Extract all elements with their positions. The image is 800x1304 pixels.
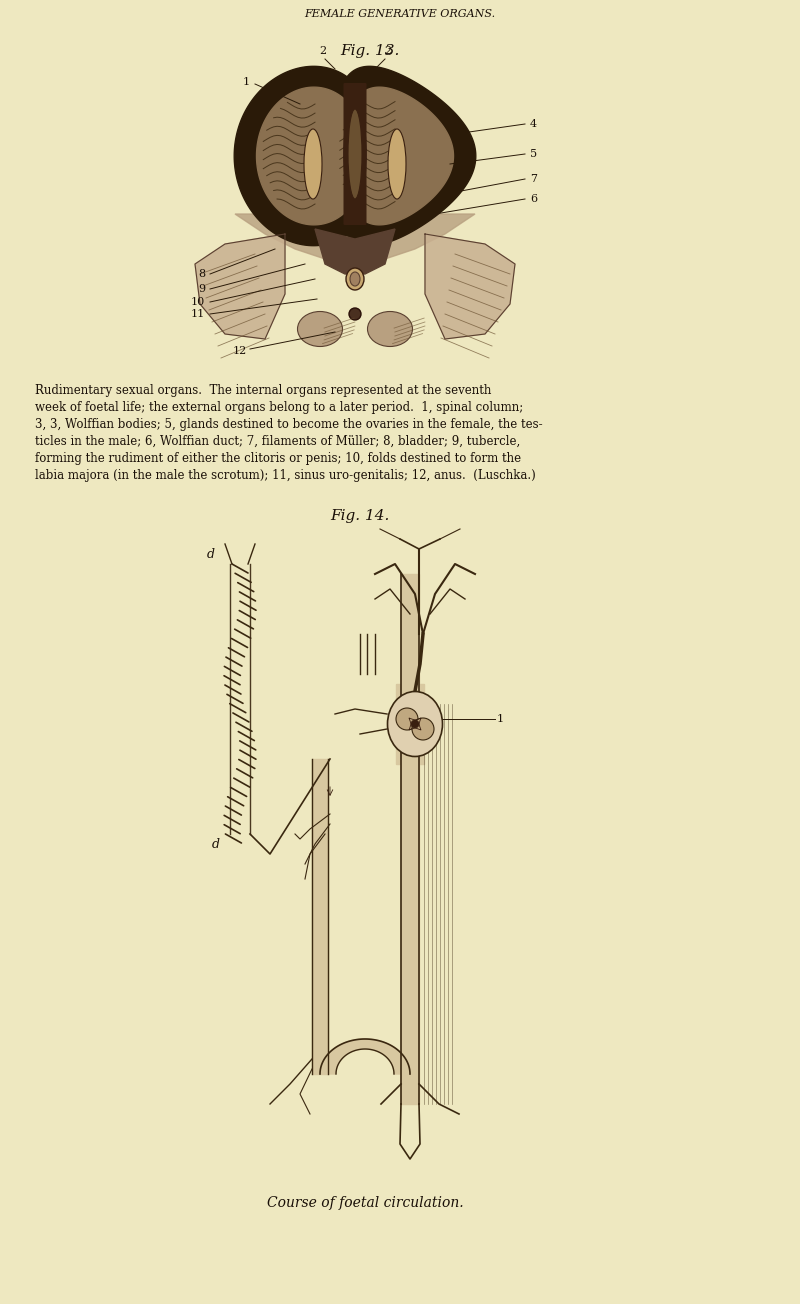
- Text: 4: 4: [530, 119, 537, 129]
- Polygon shape: [315, 230, 395, 274]
- Polygon shape: [257, 87, 366, 224]
- Text: 9: 9: [198, 284, 205, 293]
- Text: 6: 6: [530, 194, 537, 203]
- Text: 7: 7: [530, 173, 537, 184]
- Polygon shape: [343, 87, 454, 224]
- Polygon shape: [425, 233, 515, 339]
- Ellipse shape: [412, 719, 434, 739]
- Text: d: d: [207, 548, 215, 561]
- Polygon shape: [401, 574, 419, 1104]
- Polygon shape: [235, 214, 475, 263]
- Text: Fig. 14.: Fig. 14.: [330, 509, 390, 523]
- FancyBboxPatch shape: [350, 83, 355, 226]
- FancyBboxPatch shape: [352, 83, 358, 226]
- Text: FEMALE GENERATIVE ORGANS.: FEMALE GENERATIVE ORGANS.: [305, 9, 495, 20]
- FancyBboxPatch shape: [347, 83, 353, 226]
- Text: week of foetal life; the external organs belong to a later period.  1, spinal co: week of foetal life; the external organs…: [35, 402, 523, 413]
- Ellipse shape: [411, 720, 419, 728]
- Polygon shape: [332, 67, 476, 245]
- Polygon shape: [320, 1039, 410, 1074]
- Text: 1: 1: [497, 715, 504, 724]
- Ellipse shape: [304, 129, 322, 200]
- Ellipse shape: [348, 110, 362, 200]
- Text: 2: 2: [319, 46, 326, 56]
- Text: forming the rudiment of either the clitoris or penis; 10, folds destined to form: forming the rudiment of either the clito…: [35, 452, 521, 466]
- Ellipse shape: [396, 708, 418, 730]
- Text: a: a: [319, 799, 325, 808]
- Text: 1: 1: [243, 77, 250, 87]
- Text: 11: 11: [190, 309, 205, 319]
- Text: Rudimentary sexual organs.  The internal organs represented at the seventh: Rudimentary sexual organs. The internal …: [35, 383, 491, 396]
- Polygon shape: [396, 685, 424, 764]
- Ellipse shape: [346, 269, 364, 289]
- Text: 5: 5: [530, 149, 537, 159]
- Ellipse shape: [367, 312, 413, 347]
- Text: 10: 10: [190, 297, 205, 306]
- Ellipse shape: [350, 273, 360, 286]
- Ellipse shape: [349, 308, 361, 319]
- Text: ticles in the male; 6, Wolffian duct; 7, filaments of Müller; 8, bladder; 9, tub: ticles in the male; 6, Wolffian duct; 7,…: [35, 436, 520, 449]
- Text: 2: 2: [385, 46, 391, 56]
- Polygon shape: [195, 233, 285, 339]
- FancyBboxPatch shape: [343, 83, 350, 226]
- Polygon shape: [312, 759, 328, 1074]
- Text: d: d: [212, 837, 220, 850]
- Ellipse shape: [298, 312, 342, 347]
- Text: Fig. 13.: Fig. 13.: [340, 44, 400, 57]
- Ellipse shape: [344, 99, 366, 209]
- Ellipse shape: [388, 129, 406, 200]
- Text: 8: 8: [198, 269, 205, 279]
- FancyBboxPatch shape: [359, 83, 366, 226]
- FancyBboxPatch shape: [357, 83, 363, 226]
- Text: labia majora (in the male the scrotum); 11, sinus uro-genitalis; 12, anus.  (Lus: labia majora (in the male the scrotum); …: [35, 469, 536, 482]
- Polygon shape: [234, 67, 378, 245]
- Text: 12: 12: [233, 346, 247, 356]
- Text: Course of foetal circulation.: Course of foetal circulation.: [266, 1196, 463, 1210]
- Ellipse shape: [387, 691, 442, 756]
- FancyBboxPatch shape: [354, 83, 359, 226]
- Text: 3, 3, Wolffian bodies; 5, glands destined to become the ovaries in the female, t: 3, 3, Wolffian bodies; 5, glands destine…: [35, 419, 542, 432]
- Text: s: s: [315, 884, 320, 893]
